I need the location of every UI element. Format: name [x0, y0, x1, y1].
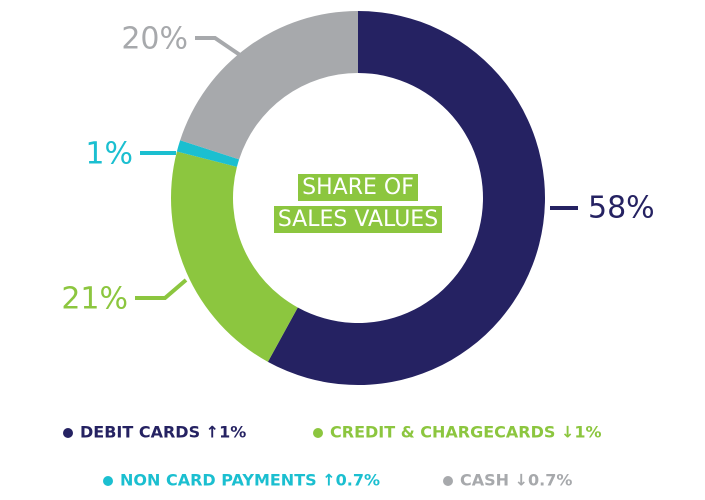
legend-label: DEBIT CARDS ↑1% — [80, 423, 246, 442]
donut-slice — [267, 11, 545, 386]
donut-slice — [180, 11, 358, 160]
leader-line — [195, 36, 242, 57]
value-label: 20% — [121, 22, 188, 57]
chart-title: SHARE OF SALES VALUES — [273, 174, 443, 233]
legend-dot — [63, 428, 73, 438]
value-label: 58% — [588, 191, 655, 226]
legend-label: NON CARD PAYMENTS ↑0.7% — [120, 471, 380, 490]
donut-slice — [170, 151, 298, 362]
title-box: SHARE OF SALES VALUES — [268, 172, 448, 236]
legend-dot — [103, 476, 113, 486]
donut-slice — [176, 140, 240, 167]
legend-label: CASH ↓0.7% — [460, 471, 572, 490]
legend-dot — [443, 476, 453, 486]
legend-label: CREDIT & CHARGECARDS ↓1% — [330, 423, 602, 442]
legend-dot — [313, 428, 323, 438]
value-label: 1% — [85, 137, 133, 172]
leader-line — [135, 278, 188, 300]
value-label: 21% — [61, 282, 128, 317]
